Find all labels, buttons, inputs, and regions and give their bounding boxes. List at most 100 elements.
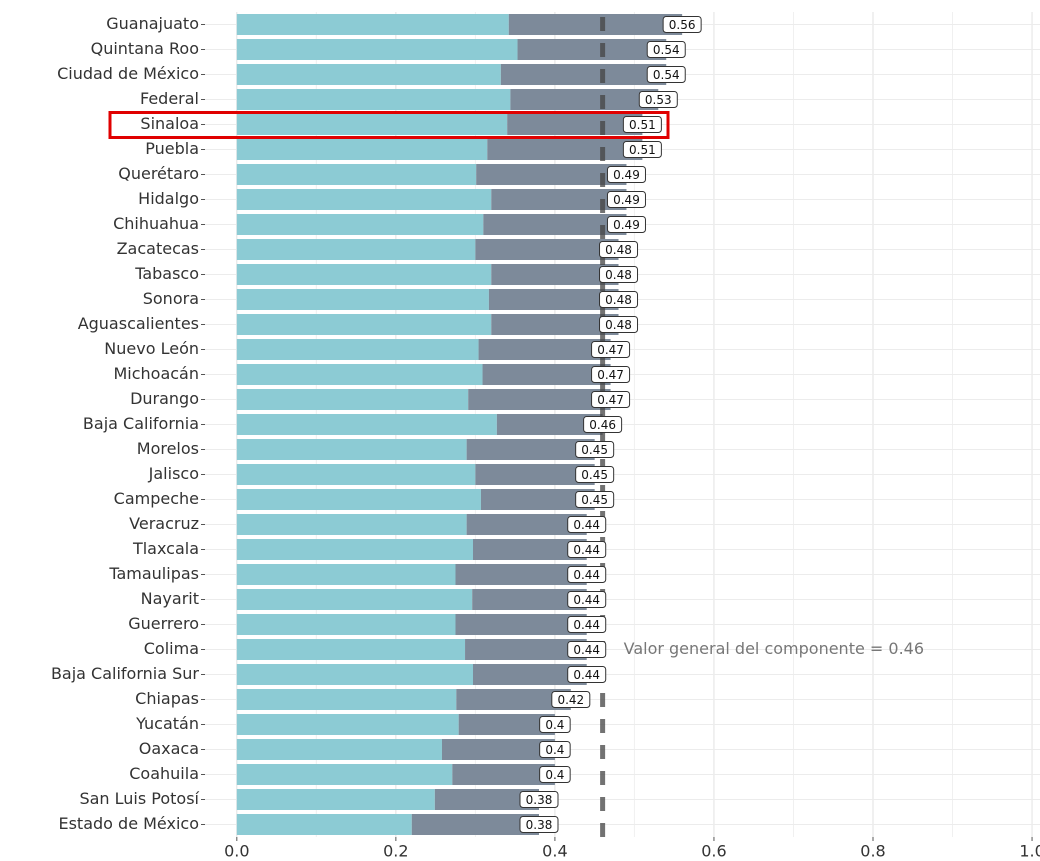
value-label-box (567, 591, 607, 608)
y-tick-label: Jalisco (148, 464, 199, 483)
value-label-text: 0.46 (589, 418, 616, 432)
bar-segment (483, 214, 627, 235)
y-tick-label: Baja California (83, 414, 199, 433)
value-label: 0.51 (622, 116, 662, 133)
value-label-box (591, 391, 631, 408)
bar-segment (236, 339, 479, 360)
value-label: 0.48 (599, 241, 639, 258)
annotation: Valor general del componente = 0.46 (624, 639, 924, 658)
value-label-box (662, 16, 702, 33)
bar-segment (236, 89, 511, 110)
bar-segment (517, 39, 667, 60)
value-label-text: 0.49 (613, 168, 640, 182)
bar-segment (236, 289, 489, 310)
value-label-text: 0.47 (597, 343, 624, 357)
y-tick-label: Hidalgo (138, 189, 199, 208)
value-label-text: 0.38 (526, 818, 553, 832)
bar-segment (236, 689, 457, 710)
x-tick-label: 0.6 (701, 842, 726, 861)
value-label-box (519, 816, 559, 833)
value-label: 0.45 (575, 491, 615, 508)
y-tick-label: Colima (144, 639, 199, 658)
value-label: 0.42 (551, 691, 591, 708)
bar-segment (236, 389, 469, 410)
value-label-text: 0.45 (581, 468, 608, 482)
bar-segment (455, 614, 587, 635)
bar-segment (441, 739, 555, 760)
value-label-text: 0.45 (581, 443, 608, 457)
value-label-text: 0.44 (573, 568, 600, 582)
value-label-box (539, 716, 571, 733)
y-tick-label: Nayarit (141, 589, 199, 608)
bar-segment (456, 689, 571, 710)
value-label-text: 0.45 (581, 493, 608, 507)
bar-segment (236, 714, 459, 735)
value-label-text: 0.4 (545, 768, 564, 782)
value-label-box (646, 66, 686, 83)
bar-segment (236, 439, 467, 460)
y-tick-label: Chiapas (135, 689, 199, 708)
bar-segment (411, 814, 539, 835)
value-label: 0.48 (599, 316, 639, 333)
bar-segment (236, 639, 466, 660)
value-label-text: 0.48 (605, 293, 632, 307)
bar-segment (455, 564, 587, 585)
highlight-box (108, 111, 670, 139)
y-tick-label: Querétaro (118, 164, 199, 183)
value-label: 0.47 (591, 391, 631, 408)
bar-segment (236, 139, 488, 160)
value-label-text: 0.44 (573, 593, 600, 607)
bar-segment (491, 314, 619, 335)
y-tick-label: Guanajuato (106, 14, 199, 33)
bar-segment (508, 14, 683, 35)
value-label-box (591, 366, 631, 383)
bar-segment (487, 139, 643, 160)
value-label-box (519, 791, 559, 808)
bar-segment (510, 89, 659, 110)
value-label-text: 0.49 (613, 193, 640, 207)
value-label-box (567, 516, 607, 533)
bar-segment (236, 589, 473, 610)
value-label-text: 0.48 (605, 243, 632, 257)
value-label-box (567, 641, 607, 658)
y-tick-label: Ciudad de México (57, 64, 199, 83)
y-tick-label: Veracruz (129, 514, 199, 533)
value-label: 0.4 (539, 741, 571, 758)
value-label-box (606, 166, 646, 183)
bar-segment (466, 439, 595, 460)
bar-segment (491, 189, 627, 210)
bar-segment (236, 564, 456, 585)
y-tick-label: Michoacán (113, 364, 199, 383)
value-label-text: 0.44 (573, 518, 600, 532)
bar-segment (236, 64, 501, 85)
y-tick-label: Morelos (137, 439, 199, 458)
bar-segment (472, 664, 587, 685)
bar-segment (236, 764, 453, 785)
value-label-box (606, 216, 646, 233)
value-label-text: 0.49 (613, 218, 640, 232)
y-tick-label: Tabasco (134, 264, 199, 283)
y-tick-label: Estado de México (58, 814, 199, 833)
value-label: 0.45 (575, 466, 615, 483)
value-label: 0.56 (662, 16, 702, 33)
value-label-text: 0.44 (573, 643, 600, 657)
value-label-text: 0.54 (653, 68, 680, 82)
bar-segment (472, 589, 587, 610)
value-label: 0.44 (567, 566, 607, 583)
value-label-box (622, 141, 662, 158)
x-tick-label: 0.2 (383, 842, 408, 861)
bar-segment (507, 114, 643, 135)
y-tick-label: Campeche (114, 489, 199, 508)
value-label-box (567, 566, 607, 583)
value-label-box (622, 116, 662, 133)
value-label-text: 0.47 (597, 368, 624, 382)
value-label: 0.51 (622, 141, 662, 158)
y-tick-label: Zacatecas (117, 239, 199, 258)
value-label-text: 0.47 (597, 393, 624, 407)
value-label: 0.47 (591, 341, 631, 358)
bar-segment (480, 489, 595, 510)
value-label-box (638, 91, 678, 108)
value-label-text: 0.44 (573, 618, 600, 632)
value-label: 0.38 (519, 816, 559, 833)
value-label: 0.54 (646, 66, 686, 83)
